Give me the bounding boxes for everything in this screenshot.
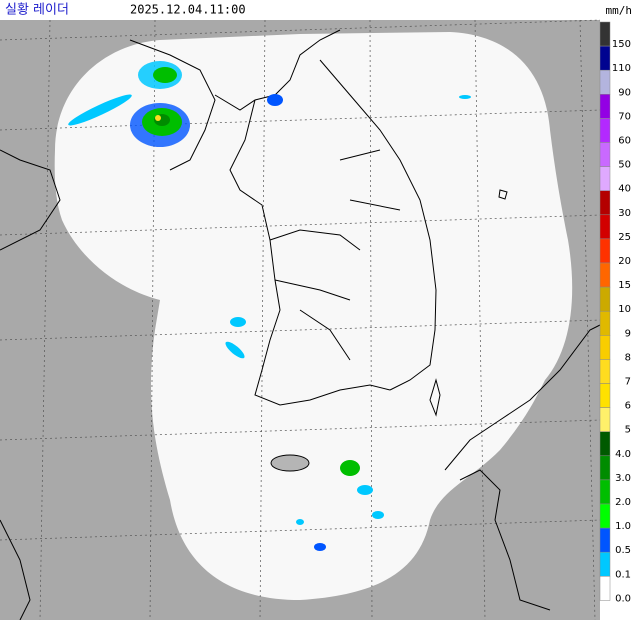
legend-label: 6 [625, 401, 631, 412]
legend-swatch [599, 262, 611, 288]
legend-swatch [599, 238, 611, 264]
timestamp: 2025.12.04.11:00 [130, 3, 246, 17]
legend-swatch [599, 214, 611, 240]
legend-label: 110 [612, 63, 631, 74]
legend-label: 9 [625, 328, 631, 339]
legend-label: 5 [625, 425, 631, 436]
legend-swatch [599, 286, 611, 312]
precipitation [68, 61, 471, 551]
unit: mm/h [606, 4, 633, 17]
legend-swatch [599, 479, 611, 505]
legend-label: 150 [612, 39, 631, 50]
legend-swatch [599, 94, 611, 119]
legend-label: 30 [618, 208, 631, 219]
legend-swatch [599, 576, 611, 601]
legend-swatch [599, 310, 611, 336]
header-bar [0, 0, 635, 20]
legend-label: 0.1 [615, 569, 631, 580]
legend-label: 50 [618, 160, 631, 171]
legend-label: 4.0 [615, 449, 631, 460]
map [0, 19, 601, 620]
legend-label: 1.0 [615, 521, 631, 532]
legend-swatch [599, 45, 611, 71]
legend-label: 15 [618, 280, 631, 291]
title: 실황 레이더 [5, 3, 69, 18]
legend-swatch [599, 431, 611, 457]
legend-label: 8 [625, 352, 631, 363]
legend-swatch [599, 551, 611, 577]
legend-label: 0.5 [615, 545, 631, 556]
legend-label: 25 [618, 232, 631, 243]
legend-swatch [599, 118, 611, 143]
legend-swatch [599, 335, 611, 360]
legend-label: 2.0 [615, 497, 631, 508]
legend-swatch [599, 359, 611, 384]
legend-label: 10 [618, 304, 631, 315]
legend-swatch [599, 455, 611, 481]
legend-label: 3.0 [615, 473, 631, 484]
legend-swatch [599, 21, 611, 47]
legend-label: 0.0 [615, 593, 631, 604]
legend-label: 60 [618, 136, 631, 147]
legend-swatch [599, 407, 611, 432]
grid-lines [0, 19, 601, 620]
coastlines [0, 29, 601, 620]
legend-swatch [599, 503, 611, 529]
legend-swatch [599, 69, 611, 95]
legend-label: 7 [625, 377, 631, 388]
legend-swatch [599, 527, 611, 553]
radar-coverage [54, 32, 573, 600]
legend-swatch [599, 166, 611, 191]
legend-label: 40 [618, 184, 631, 195]
legend-swatch [599, 142, 611, 167]
legend-swatch [599, 383, 611, 408]
legend-label: 90 [618, 87, 631, 98]
legend-swatch [599, 190, 611, 216]
legend-label: 70 [618, 111, 631, 122]
legend-label: 20 [618, 256, 631, 267]
legend: 150 110 90 70 60 50 40 30 25 20 15 10 9 8 7 6 5 4.0 3.0 2.0… [599, 21, 631, 604]
